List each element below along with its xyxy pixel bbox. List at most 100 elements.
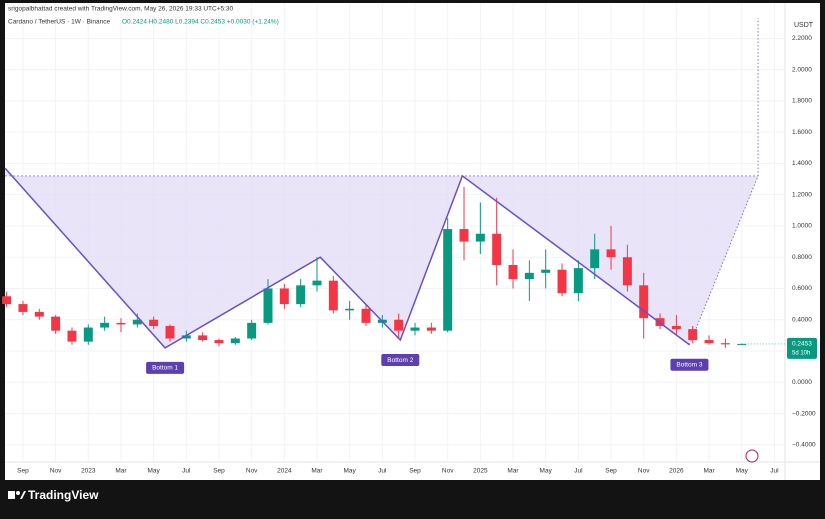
y-tick-label: 0.6000 — [792, 285, 812, 292]
candle-body — [149, 319, 159, 326]
candle-body — [394, 319, 404, 331]
y-tick-label: −0.2000 — [792, 410, 816, 417]
candle-body — [524, 272, 534, 280]
candle-body — [590, 249, 600, 269]
candle-body — [541, 269, 551, 273]
candle-body — [34, 311, 44, 317]
candle-body — [2, 296, 12, 305]
candle-body — [198, 335, 208, 341]
x-tick-label: May — [344, 468, 357, 475]
target-line — [689, 18, 759, 345]
candle-body — [230, 338, 240, 344]
y-tick-label: 0.4000 — [792, 316, 812, 323]
bottom-label-box — [381, 354, 420, 367]
candle-body — [312, 280, 322, 286]
candle-body — [508, 265, 518, 280]
candle-body — [426, 327, 436, 331]
candle-body — [116, 322, 126, 325]
plot: Bottom 1 Bottom 2 Bottom 3 — [2, 18, 759, 374]
x-tick-label: Sep — [605, 468, 617, 475]
alert-icon[interactable] — [745, 449, 759, 463]
x-tick-label: Nov — [50, 468, 62, 475]
x-tick-label: Mar — [507, 468, 519, 475]
x-tick-label: Mar — [703, 468, 715, 475]
symbol: Cardano / TetherUS · 1W · Binance — [8, 19, 111, 26]
last-price-box — [787, 337, 817, 359]
x-tick-label: 2025 — [473, 468, 488, 475]
candle-body — [720, 343, 730, 345]
candle-body — [67, 330, 77, 342]
x-tick-label: Nov — [246, 468, 258, 475]
x-tick-label: Jul — [182, 468, 191, 475]
candle-body — [410, 327, 420, 331]
brand: TradingView — [28, 488, 99, 502]
candle-body — [361, 308, 371, 323]
candle-body — [165, 325, 175, 339]
candle-body — [214, 340, 224, 344]
credit: srigopalbhattad created with TradingView… — [8, 6, 234, 13]
candle-body — [132, 319, 142, 325]
bottom-label-box — [670, 358, 709, 371]
candle-body — [475, 233, 485, 242]
x-tick-label: Jul — [574, 468, 583, 475]
y-tick-label: 1.8000 — [792, 98, 812, 105]
x-tick-label: 2023 — [81, 468, 96, 475]
x-tick-label: May — [540, 468, 553, 475]
candle-body — [671, 325, 681, 330]
y-tick-label: 0.0000 — [792, 379, 812, 386]
candle-body — [557, 269, 567, 294]
candle-body — [181, 335, 191, 339]
candle-body — [263, 288, 273, 323]
candle-body — [606, 249, 616, 258]
x-tick-label: Nov — [638, 468, 650, 475]
candle-body — [296, 285, 306, 305]
candle-body — [459, 229, 469, 242]
candle-body — [704, 340, 714, 344]
y-tick-label: −0.4000 — [792, 442, 816, 449]
x-tick-label: May — [736, 468, 749, 475]
candle-body — [279, 288, 289, 305]
countdown: 5d 10h — [792, 350, 810, 356]
candle-body — [737, 343, 747, 345]
candle-body — [622, 257, 632, 286]
pattern-area — [5, 168, 759, 348]
y-tick-label: 0.8000 — [792, 254, 812, 261]
bottom-label: Bottom 2 — [387, 357, 413, 364]
x-tick-label: Jul — [378, 468, 387, 475]
candle-body — [492, 233, 502, 266]
x-tick-label: Jul — [770, 468, 779, 475]
candle-body — [443, 229, 453, 331]
bottom-label: Bottom 3 — [676, 361, 702, 368]
x-tick-label: Nov — [442, 468, 454, 475]
candle-body — [247, 322, 257, 339]
x-tick-label: 2026 — [669, 468, 684, 475]
candle-body — [100, 322, 110, 328]
x-tick-label: Sep — [409, 468, 421, 475]
candle-body — [51, 316, 61, 331]
candle-body — [18, 304, 28, 312]
x-tick-label: Sep — [213, 468, 225, 475]
candle-body — [83, 327, 93, 342]
x-tick-label: Mar — [311, 468, 323, 475]
x-tick-label: Sep — [17, 468, 29, 475]
currency: USDT — [794, 22, 814, 29]
y-tick-label: 2.2000 — [792, 35, 812, 42]
axes: −0.4000−0.20000.00000.20000.40000.60000.… — [17, 35, 817, 475]
candle-body — [345, 308, 355, 311]
x-tick-label: 2024 — [277, 468, 292, 475]
x-tick-label: Mar — [115, 468, 127, 475]
y-tick-label: 1.6000 — [792, 129, 812, 136]
ohlc: O0.2424 H0.2480 L0.2394 C0.2453 +0.0030 … — [122, 19, 279, 26]
y-tick-label: 1.2000 — [792, 191, 812, 198]
candle-body — [688, 329, 698, 341]
candle-body — [328, 280, 338, 311]
candle-body — [639, 285, 649, 319]
y-tick-label: 2.0000 — [792, 66, 812, 73]
y-tick-label: 1.0000 — [792, 223, 812, 230]
last-price: 0.2453 — [792, 341, 812, 348]
x-tick-label: May — [148, 468, 161, 475]
pattern-line — [4, 167, 690, 349]
y-tick-label: 1.4000 — [792, 160, 812, 167]
